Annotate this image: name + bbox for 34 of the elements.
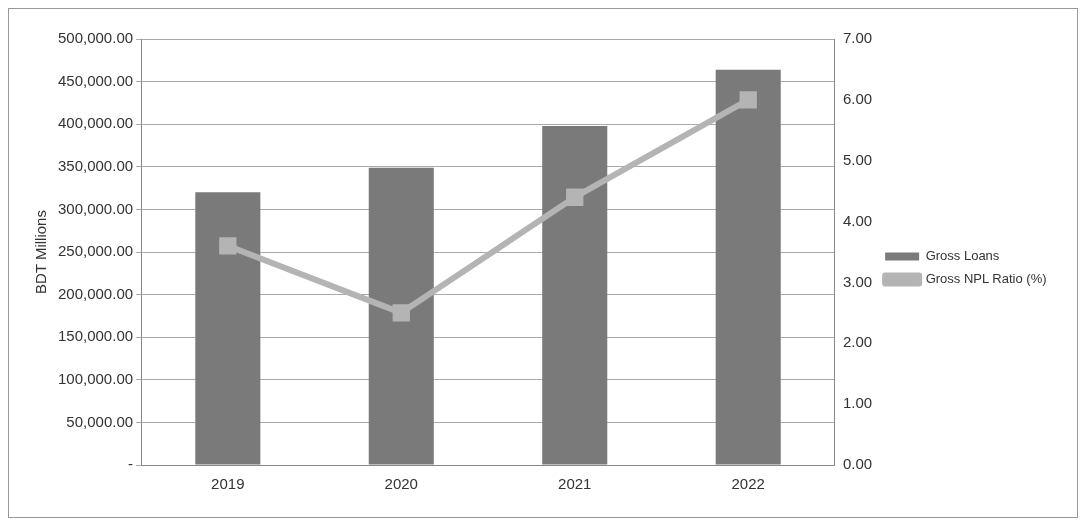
y-tick-label: 150,000.00 <box>58 327 134 345</box>
point <box>739 91 757 109</box>
y2-tick-label: 3.00 <box>842 272 873 290</box>
legend-label: Gross Loans <box>925 248 1000 264</box>
point <box>219 237 237 255</box>
y-tick-label: 500,000.00 <box>58 29 134 47</box>
x-tick-label: 2021 <box>558 475 592 493</box>
y-tick-label: 200,000.00 <box>58 284 134 302</box>
bar <box>195 192 261 465</box>
y2-tick-label: 4.00 <box>842 211 873 229</box>
bar <box>542 125 608 465</box>
y-tick-label: - <box>128 455 134 473</box>
x-tick-label: 2019 <box>211 475 245 493</box>
y2-tick-label: 6.00 <box>842 90 873 107</box>
y2-tick-label: 0.00 <box>842 455 873 473</box>
y2-tick-label: 7.00 <box>842 29 873 47</box>
x-tick-label: 2020 <box>384 475 418 493</box>
y-tick-label: 350,000.00 <box>58 156 134 174</box>
y-axis-title: BDT Millions <box>32 210 50 294</box>
bar <box>368 167 434 465</box>
point <box>566 188 584 206</box>
y-tick-label: 300,000.00 <box>58 199 134 217</box>
point <box>392 304 410 322</box>
legend-label: Gross NPL Ratio (%) <box>925 271 1047 287</box>
y-tick-label: 100,000.00 <box>58 369 134 387</box>
y2-tick-label: 2.00 <box>842 333 873 351</box>
y-tick-label: 400,000.00 <box>58 114 134 132</box>
y-tick-label: 50,000.00 <box>66 412 134 430</box>
y-tick-label: 250,000.00 <box>58 242 134 260</box>
y2-tick-label: 1.00 <box>842 394 873 412</box>
x-tick-label: 2022 <box>731 475 765 493</box>
y2-tick-label: 5.00 <box>842 150 873 168</box>
bar <box>715 69 781 465</box>
y-tick-label: 450,000.00 <box>58 71 134 89</box>
